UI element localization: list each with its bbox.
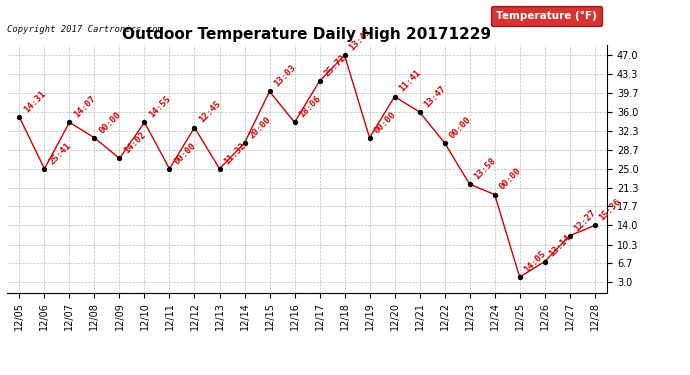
Point (539, 259, 550, 265)
Text: 13:47: 13:47 (422, 84, 448, 109)
Point (589, 222, 600, 228)
Point (489, 192, 500, 198)
Point (139, 119, 150, 125)
Point (214, 166, 225, 172)
Text: 13:03: 13:03 (273, 63, 297, 88)
Text: 14:31: 14:31 (22, 89, 48, 114)
Point (14, 114, 25, 120)
Point (564, 233, 575, 239)
Text: Copyright 2017 Cartronics.com: Copyright 2017 Cartronics.com (7, 25, 163, 34)
Legend: Temperature (°F): Temperature (°F) (491, 6, 602, 26)
Point (414, 109, 425, 115)
Title: Outdoor Temperature Daily High 20171229: Outdoor Temperature Daily High 20171229 (123, 27, 491, 42)
Text: 14:07: 14:07 (72, 94, 97, 120)
Point (64, 119, 75, 125)
Text: 14:55: 14:55 (147, 94, 172, 120)
Point (239, 140, 250, 146)
Text: 13:58: 13:58 (473, 156, 497, 182)
Text: 18:06: 18:06 (297, 94, 323, 120)
Point (114, 155, 125, 161)
Text: 12:45: 12:45 (197, 99, 223, 125)
Point (464, 181, 475, 187)
Point (364, 135, 375, 141)
Point (164, 166, 175, 172)
Text: 15:36: 15:36 (598, 197, 623, 223)
Text: 00:00: 00:00 (447, 115, 473, 140)
Text: 14:05: 14:05 (522, 249, 548, 274)
Text: 12:27: 12:27 (573, 208, 598, 233)
Point (39, 166, 50, 172)
Text: 00:00: 00:00 (373, 110, 397, 135)
Text: 00:00: 00:00 (97, 110, 123, 135)
Text: 25:72: 25:72 (322, 53, 348, 78)
Point (289, 119, 300, 125)
Text: 25:41: 25:41 (47, 141, 72, 166)
Text: 00:00: 00:00 (497, 166, 523, 192)
Point (439, 140, 450, 146)
Text: 20:00: 20:00 (247, 115, 273, 140)
Text: 00:00: 00:00 (172, 141, 197, 166)
Point (314, 78, 325, 84)
Point (89, 135, 100, 141)
Text: 11:41: 11:41 (397, 68, 423, 94)
Point (389, 94, 400, 100)
Text: 13:43: 13:43 (347, 27, 373, 52)
Point (264, 88, 275, 94)
Point (514, 274, 525, 280)
Point (189, 124, 200, 130)
Text: 13:14: 13:14 (547, 233, 573, 259)
Text: 11:32: 11:32 (222, 141, 248, 166)
Text: 14:02: 14:02 (122, 130, 148, 156)
Point (339, 53, 350, 58)
